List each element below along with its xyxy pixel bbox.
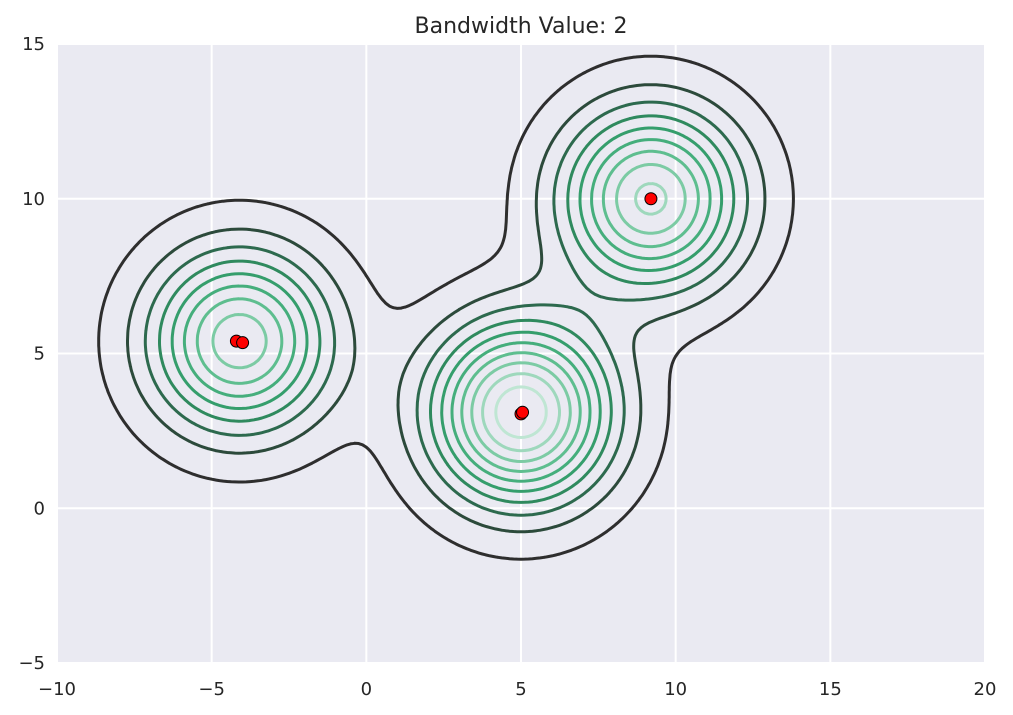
data-point xyxy=(644,192,658,206)
contour-level-7 xyxy=(195,149,700,473)
y-tick-label: 0 xyxy=(34,498,45,519)
x-tick-label: 10 xyxy=(664,679,687,700)
contour-level-1 xyxy=(97,54,795,561)
contour-level-2 xyxy=(126,83,767,534)
x-tick-label: 0 xyxy=(361,679,372,700)
y-tick-label: 5 xyxy=(34,344,45,365)
y-tick-label: 10 xyxy=(22,189,45,210)
x-tick-label: 20 xyxy=(974,679,997,700)
chart-title: Bandwidth Value: 2 xyxy=(415,14,628,39)
contour-level-8 xyxy=(211,163,687,463)
x-tick-labels: −10 −5 0 5 10 15 20 xyxy=(38,679,996,700)
y-tick-labels: −5 0 5 10 15 xyxy=(18,34,45,674)
contour-level-6 xyxy=(182,138,712,483)
data-points xyxy=(229,192,658,421)
contour-level-9 xyxy=(481,182,668,453)
data-point xyxy=(236,336,250,350)
contour-level-10 xyxy=(494,385,548,439)
x-tick-label: −5 xyxy=(198,679,225,700)
contour-level-4 xyxy=(158,114,736,504)
data-point xyxy=(516,405,530,419)
y-tick-label: −5 xyxy=(18,653,45,674)
contour-lines xyxy=(97,54,795,561)
y-tick-label: 15 xyxy=(22,34,45,55)
contour-level-5 xyxy=(170,126,724,493)
x-tick-label: −10 xyxy=(38,679,76,700)
contour-level-3 xyxy=(143,100,750,517)
x-tick-label: 5 xyxy=(515,679,526,700)
x-tick-label: 15 xyxy=(819,679,842,700)
